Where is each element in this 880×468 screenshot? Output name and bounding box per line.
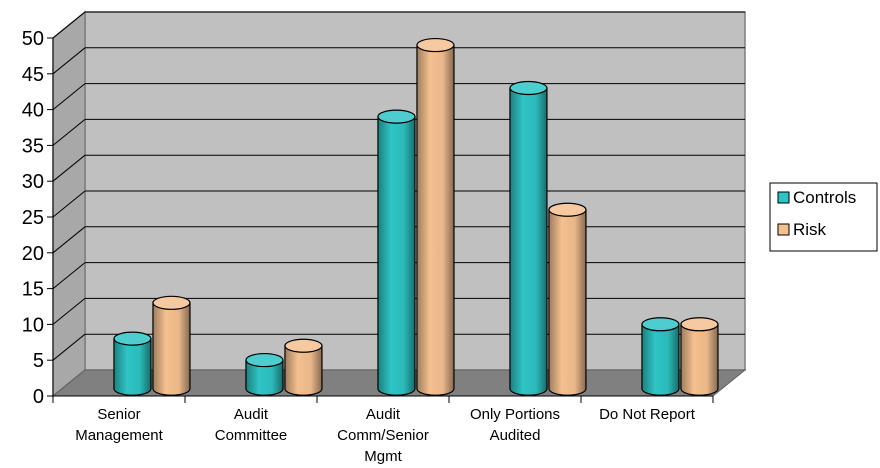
bar-top [377, 109, 416, 124]
bar-body [152, 302, 191, 396]
legend-swatch-risk [777, 223, 790, 236]
bar-controls-4 [509, 80, 548, 396]
bar-body [548, 209, 587, 396]
y-tick-label: 0 [33, 386, 44, 408]
category-label: Audit Comm/Senior Mgmt [337, 406, 429, 465]
gridline-side [52, 226, 86, 254]
y-tick-label: 30 [22, 171, 44, 193]
bar-body [284, 345, 323, 396]
gridline-side [52, 119, 86, 146]
bar-top [152, 295, 191, 310]
y-tick-label: 10 [22, 314, 44, 336]
y-tick-label: 40 [22, 100, 44, 122]
bar-top [284, 338, 323, 353]
gridline-side [52, 190, 86, 218]
category-label: Do Not Report [599, 406, 696, 423]
y-tick-labels: 0 5 10 15 20 25 30 35 40 45 50 [22, 28, 44, 408]
bar-top [641, 317, 680, 332]
bar-top [416, 37, 455, 53]
bar-top [113, 331, 152, 346]
y-tick-label: 50 [22, 28, 44, 50]
y-tick-label: 45 [22, 64, 44, 86]
y-tick-label: 5 [33, 350, 44, 372]
bar-risk-1 [152, 295, 191, 396]
bar-top [548, 202, 587, 217]
gridline-side [52, 154, 86, 182]
category-label: Audit Committee [215, 406, 288, 444]
bar-controls-3 [377, 109, 416, 396]
bar-body [641, 323, 680, 396]
category-label: Senior Management [75, 406, 163, 444]
bar-risk-4 [548, 202, 587, 396]
legend-swatch-controls [777, 191, 790, 204]
bar-controls-1 [113, 331, 152, 396]
gridline-side [52, 83, 86, 110]
bar-controls-5 [641, 317, 680, 396]
legend-label-risk: Risk [793, 220, 827, 239]
bars [113, 37, 719, 396]
category-label: Only Portions Audited [470, 406, 560, 444]
gridline-side [52, 262, 86, 289]
bar-top [245, 352, 284, 368]
bar-controls-2 [245, 352, 284, 396]
category-labels: Senior Management Audit Committee Audit Comm/… [75, 406, 696, 465]
y-tick-label: 15 [22, 279, 44, 301]
y-tick-label: 35 [22, 135, 44, 157]
bar-body [416, 44, 455, 396]
gridline-side [52, 298, 86, 325]
y-tick-label: 20 [22, 243, 44, 265]
y-tick-label: 25 [22, 207, 44, 229]
bar-body [245, 359, 284, 396]
bar-body [509, 87, 548, 396]
gridline-side [52, 47, 86, 75]
bar-top [680, 317, 719, 332]
axes [47, 37, 714, 403]
bar-top [509, 80, 548, 96]
legend: Controls Risk [769, 182, 878, 252]
gridline-side [52, 333, 86, 361]
bar-body [377, 116, 416, 396]
bar-body [113, 338, 152, 396]
gridline-side [52, 11, 86, 39]
bar-risk-3 [416, 37, 455, 396]
bar-risk-5 [680, 317, 719, 396]
bar-body [680, 323, 719, 396]
legend-label-controls: Controls [793, 188, 856, 207]
bar-risk-2 [284, 338, 323, 396]
